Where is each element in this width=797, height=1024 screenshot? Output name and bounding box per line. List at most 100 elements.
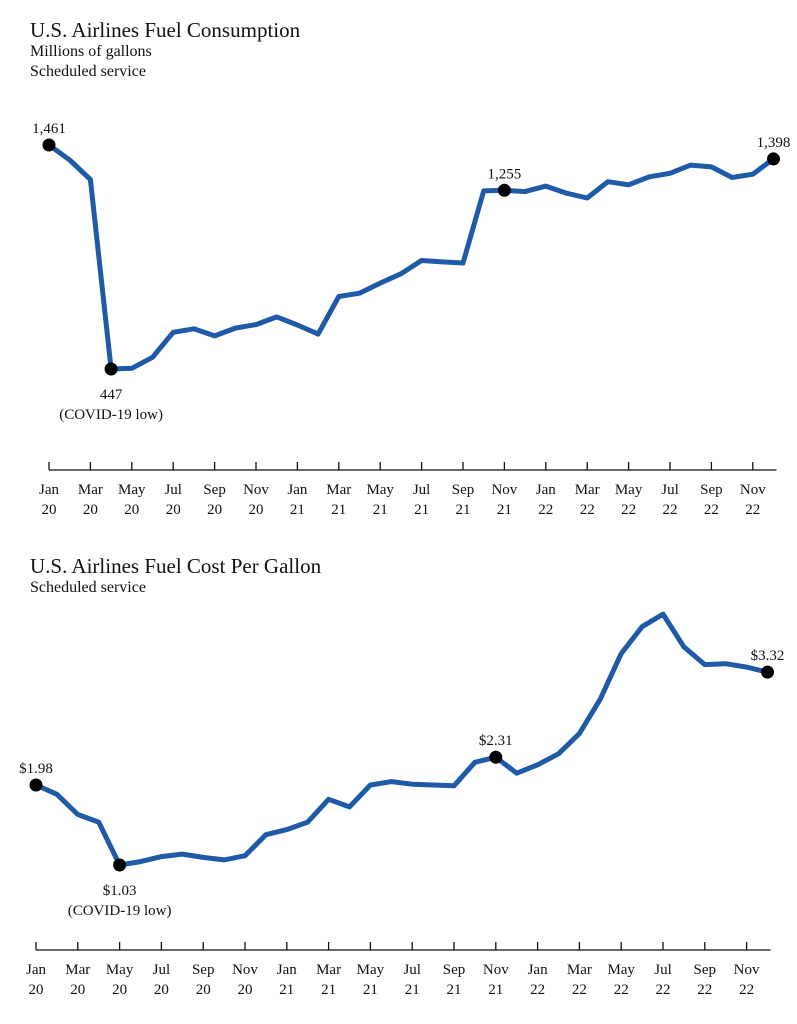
chart-subtitle-units: Millions of gallons	[30, 43, 152, 60]
x-tick-label-month: Nov	[734, 962, 760, 978]
x-tick-label-month: Nov	[243, 482, 269, 498]
x-tick-label-year: 21	[488, 982, 503, 998]
x-tick-label-month: Jan	[528, 962, 548, 978]
x-tick-label-year: 22	[697, 982, 712, 998]
fuel-cost-chart: U.S. Airlines Fuel Cost Per Gallon Sched…	[0, 530, 797, 1024]
x-tick-label-year: 21	[331, 502, 346, 518]
x-tick-label-year: 21	[321, 982, 336, 998]
x-tick-label-year: 20	[124, 502, 139, 518]
x-tick-label-year: 22	[745, 502, 760, 518]
x-tick-label-year: 20	[166, 502, 181, 518]
x-tick-label-year: 22	[663, 502, 678, 518]
data-point-marker	[497, 183, 511, 197]
data-point-marker	[761, 665, 774, 679]
data-label: 1,398	[757, 135, 791, 151]
chart-header: U.S. Airlines Fuel Cost Per Gallon Sched…	[30, 554, 321, 598]
x-tick-label-year: 20	[207, 502, 222, 518]
x-tick-label-month: Jul	[654, 962, 672, 978]
x-tick-label-year: 21	[447, 982, 462, 998]
x-tick-label-month: Nov	[740, 482, 766, 498]
x-tick-label-month: Mar	[326, 482, 351, 498]
x-tick-label-year: 22	[704, 502, 719, 518]
data-point-marker	[489, 750, 503, 764]
data-label: $1.98	[19, 761, 53, 777]
x-tick-label-month: May	[357, 962, 385, 978]
x-tick-label-month: Mar	[575, 482, 600, 498]
x-tick-label-year: 22	[621, 502, 636, 518]
x-tick-label-month: Nov	[491, 482, 517, 498]
x-tick-label-month: Jul	[661, 482, 679, 498]
data-point-marker	[104, 362, 118, 376]
x-tick-label-year: 22	[656, 982, 671, 998]
x-tick-label-month: Mar	[316, 962, 341, 978]
x-tick-label-month: Sep	[700, 482, 723, 498]
x-tick-label-year: 21	[405, 982, 420, 998]
x-tick-label-month: Jul	[413, 482, 431, 498]
fuel-cost-plot: Jan 20 Mar 20 May 20 Jul 20 Sep 20 Nov 20 Jan 21 Mar 21…	[19, 611, 785, 998]
x-tick-label-year: 21	[290, 502, 305, 518]
x-tick-label-month: May	[118, 482, 146, 498]
x-tick-label-year: 21	[363, 982, 378, 998]
x-tick-label-month: Jan	[39, 482, 59, 498]
data-point-marker	[113, 858, 127, 872]
x-tick-label-year: 20	[83, 502, 98, 518]
x-tick-label-year: 20	[249, 502, 264, 518]
x-tick-label-month: May	[615, 482, 643, 498]
x-tick-label-year: 21	[414, 502, 429, 518]
x-tick-label-year: 20	[112, 982, 127, 998]
x-tick-label-year: 22	[572, 982, 587, 998]
x-tick-label-month: Sep	[694, 962, 717, 978]
x-tick-label-year: 20	[42, 502, 57, 518]
x-tick-label-year: 20	[154, 982, 169, 998]
x-tick-label-month: Jul	[164, 482, 182, 498]
x-tick-label-month: May	[366, 482, 394, 498]
x-tick-label-year: 21	[456, 502, 471, 518]
data-point-marker	[29, 778, 43, 792]
x-tick-label-month: Sep	[443, 962, 466, 978]
fuel-consumption-chart: U.S. Airlines Fuel Consumption Millions …	[30, 18, 791, 518]
chart-subtitle-scope: Scheduled service	[30, 579, 146, 596]
x-tick-label-year: 20	[29, 982, 44, 998]
x-tick-label-month: Jan	[277, 962, 297, 978]
series-line	[46, 142, 776, 372]
data-label: 447	[100, 387, 123, 403]
data-point-marker	[767, 152, 780, 166]
data-label-note: (COVID-19 low)	[68, 903, 172, 919]
series-line	[33, 611, 770, 868]
x-tick-label-month: Mar	[78, 482, 103, 498]
data-label: 1,461	[32, 121, 66, 137]
data-label: $2.31	[479, 733, 513, 749]
x-tick-label-month: Jul	[153, 962, 171, 978]
x-tick-label-year: 20	[196, 982, 211, 998]
x-tick-label-month: Nov	[232, 962, 258, 978]
x-tick-label-month: Nov	[483, 962, 509, 978]
x-tick-label-year: 20	[238, 982, 253, 998]
x-tick-label-month: Sep	[192, 962, 215, 978]
data-point-marker	[42, 138, 56, 152]
x-tick-label-month: Mar	[65, 962, 90, 978]
x-tick-label-year: 22	[739, 982, 754, 998]
x-tick-label-month: Jan	[26, 962, 46, 978]
x-tick-label-year: 21	[279, 982, 294, 998]
x-tick-label-month: Sep	[203, 482, 226, 498]
x-tick-label-year: 20	[70, 982, 85, 998]
data-label: $3.32	[751, 648, 785, 664]
x-tick-label-month: Jan	[287, 482, 307, 498]
data-label: 1,255	[488, 166, 522, 182]
data-label: $1.03	[103, 883, 137, 899]
x-tick-label-year: 22	[538, 502, 553, 518]
x-tick-label-month: Jul	[403, 962, 421, 978]
x-tick-label-month: Sep	[452, 482, 475, 498]
x-tick-label-month: Mar	[567, 962, 592, 978]
x-tick-label-month: May	[106, 962, 134, 978]
chart-title: U.S. Airlines Fuel Cost Per Gallon	[30, 554, 322, 578]
chart-header: U.S. Airlines Fuel Consumption Millions …	[30, 18, 300, 82]
x-tick-label-year: 21	[497, 502, 512, 518]
x-tick-label-month: Jan	[536, 482, 556, 498]
data-label-note: (COVID-19 low)	[59, 407, 163, 423]
x-tick-label-month: May	[607, 962, 635, 978]
x-tick-label-year: 22	[614, 982, 629, 998]
chart-title: U.S. Airlines Fuel Consumption	[30, 18, 301, 42]
x-tick-label-year: 22	[580, 502, 595, 518]
x-tick-label-year: 22	[530, 982, 545, 998]
